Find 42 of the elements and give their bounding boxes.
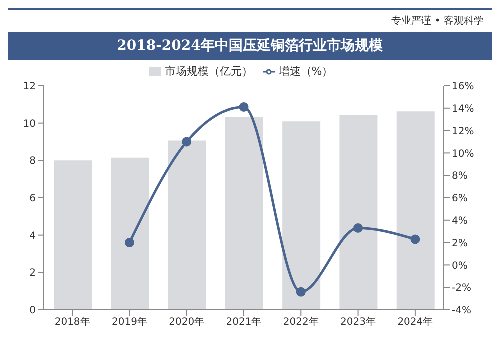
x-tick-label: 2022年	[283, 316, 319, 328]
y2-tick-label: 8%	[452, 171, 468, 182]
y-tick-label: 6	[30, 194, 36, 205]
y-tick-label: 10	[23, 118, 36, 130]
y2-tick-label: 4%	[452, 216, 468, 227]
bar	[54, 160, 92, 310]
y2-tick-label: -2%	[452, 283, 472, 294]
y2-tick-label: 10%	[452, 148, 474, 160]
y2-tick-label: 2%	[452, 238, 468, 250]
point	[182, 137, 192, 147]
x-tick-label: 2018年	[54, 316, 90, 328]
text: 专业严谨 • 客观科学	[392, 14, 484, 28]
x-tick-label: 2024年	[398, 316, 434, 328]
y2-tick-label: 16%	[452, 82, 474, 93]
point	[239, 102, 249, 112]
x-tick-label: 2023年	[340, 316, 376, 328]
y2-tick-label: 6%	[452, 194, 468, 205]
bar	[282, 122, 321, 310]
bar	[168, 140, 206, 310]
bar	[340, 115, 378, 310]
y-tick-label: 4	[30, 230, 36, 242]
chart-title: 2018-2024年中国压延铜箔行业市场规模	[8, 32, 492, 60]
point	[410, 234, 420, 244]
y-tick-label: 2	[30, 268, 36, 280]
y-tick-label: 8	[30, 156, 36, 168]
x-tick-label: 2019年	[112, 316, 148, 328]
point	[124, 238, 134, 248]
y-tick-label: 0	[30, 306, 36, 317]
bar	[396, 112, 435, 310]
bar	[111, 158, 150, 310]
bar	[225, 117, 264, 310]
y-tick-label: 12	[23, 82, 36, 93]
x-tick-label: 2021年	[226, 316, 262, 328]
point	[354, 223, 364, 233]
legend-label: 增速（%）	[278, 65, 334, 78]
legend-label: 市场规模（亿元）	[164, 65, 253, 78]
x-tick-label: 2020年	[169, 316, 205, 328]
y2-tick-label: 0%	[452, 260, 468, 272]
y2-tick-label: -4%	[452, 306, 472, 317]
point	[296, 287, 306, 297]
y2-tick-label: 12%	[452, 126, 474, 138]
y2-tick-label: 14%	[452, 104, 474, 115]
